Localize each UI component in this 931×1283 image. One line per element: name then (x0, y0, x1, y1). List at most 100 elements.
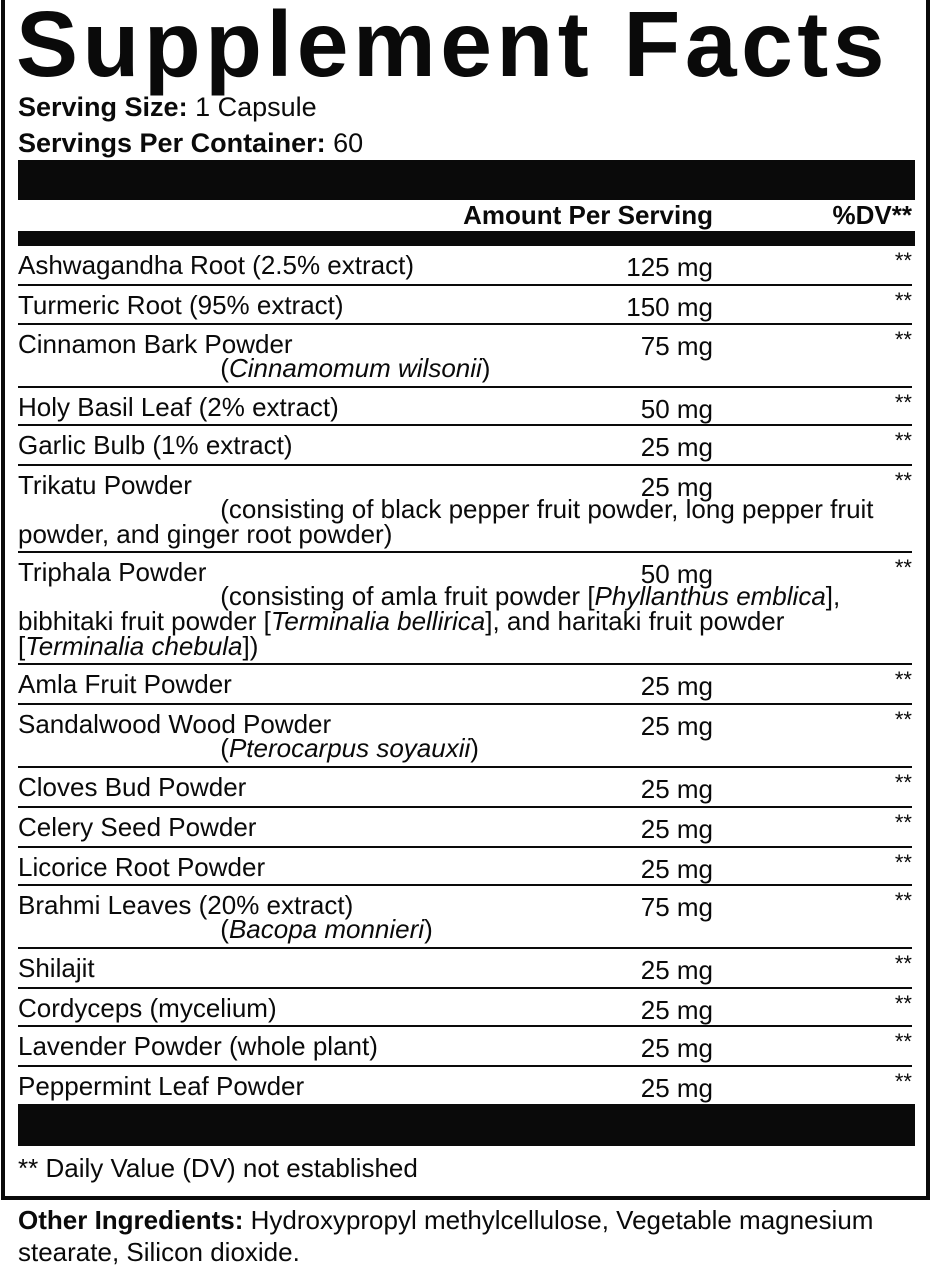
ingredient-detail: (Pterocarpus soyauxii) (18, 733, 908, 763)
ingredient-name: Sandalwood Wood Powder (18, 709, 332, 739)
ingredient-amount: 75 mg (640, 892, 713, 922)
ingredient-name: Cloves Bud Powder (18, 772, 247, 802)
serving-size: Serving Size: 1 Capsule (18, 92, 317, 122)
serving-size-label: Serving Size: (18, 92, 188, 122)
ingredient-row: Triphala Powder 50 mg ** (consisting of am… (18, 553, 912, 665)
detail-text: ], and haritaki fruit powder [ (18, 606, 792, 661)
ingredient-dv: ** (894, 850, 912, 875)
ingredient-amount: 75 mg (640, 331, 713, 361)
ingredient-detail: (Cinnamomum wilsonii) (18, 353, 908, 383)
detail-text: ) (470, 733, 479, 763)
ingredient-row: Lavender Powder (whole plant) 25 mg ** (18, 1027, 912, 1067)
ingredient-row: Garlic Bulb (1% extract) 25 mg ** (18, 426, 912, 466)
detail-text: (consisting of amla fruit powder [ (18, 581, 595, 611)
ingredient-row: Sandalwood Wood Powder 25 mg ** (Pterocarp… (18, 705, 912, 768)
serving-size-value: 1 Capsule (187, 92, 317, 122)
ingredient-amount: 25 mg (640, 955, 713, 985)
detail-text: ) (424, 914, 433, 944)
other-ingredients-value: Hydroxypropyl methylcellulose, Vegetable… (18, 1205, 874, 1267)
ingredient-row: Licorice Root Powder 25 mg ** (18, 848, 912, 886)
detail-text: ) (481, 353, 491, 383)
ingredient-dv: ** (894, 888, 912, 913)
ingredient-name: Garlic Bulb (1% extract) (18, 430, 293, 460)
ingredient-dv: ** (894, 327, 912, 352)
ingredient-amount: 150 mg (626, 292, 713, 322)
ingredient-row: Ashwagandha Root (2.5% extract) 125 mg ** (18, 246, 912, 286)
ingredient-name: Triphala Powder (18, 557, 207, 587)
footnote: ** Daily Value (DV) not established (18, 1153, 418, 1183)
ingredient-amount: 25 mg (640, 671, 713, 701)
ingredient-row: Cloves Bud Powder 25 mg ** (18, 768, 912, 808)
botanical-name: Bacopa monnieri (228, 914, 425, 944)
ingredient-name: Cinnamon Bark Powder (18, 329, 293, 359)
ingredient-amount: 25 mg (640, 1033, 713, 1063)
ingredient-dv: ** (894, 770, 912, 795)
ingredient-dv: ** (894, 707, 912, 732)
ingredient-amount: 25 mg (640, 1073, 713, 1103)
ingredient-row: Brahmi Leaves (20% extract) 75 mg ** (Baco… (18, 886, 912, 949)
ingredient-name: Turmeric Root (95% extract) (18, 290, 344, 320)
ingredient-dv: ** (894, 555, 912, 580)
ingredient-row: Holy Basil Leaf (2% extract) 50 mg ** (18, 388, 912, 426)
ingredient-name: Celery Seed Powder (18, 812, 257, 842)
ingredient-amount: 25 mg (640, 472, 713, 502)
ingredient-dv: ** (894, 428, 912, 453)
ingredient-row: Turmeric Root (95% extract) 150 mg ** (18, 286, 912, 325)
ingredient-row: Amla Fruit Powder 25 mg ** (18, 665, 912, 705)
ingredient-dv: ** (894, 810, 912, 835)
ingredient-amount: 25 mg (640, 814, 713, 844)
ingredient-name: Licorice Root Powder (18, 852, 266, 882)
ingredient-dv: ** (894, 1069, 912, 1094)
amount-per-serving-header: Amount Per Serving (463, 200, 713, 230)
ingredient-dv: ** (894, 1029, 912, 1054)
detail-text: ( (18, 733, 229, 763)
ingredient-row: Celery Seed Powder 25 mg ** (18, 808, 912, 848)
ingredient-name: Ashwagandha Root (2.5% extract) (18, 250, 414, 280)
detail-text: ( (18, 353, 229, 383)
botanical-name: Phyllanthus emblica (594, 581, 826, 611)
column-header: Amount Per Serving %DV** (18, 200, 912, 230)
ingredient-detail: (consisting of black pepper fruit powder… (18, 496, 908, 547)
ingredient-name: Amla Fruit Powder (18, 669, 232, 699)
ingredient-amount: 25 mg (640, 774, 713, 804)
dv-header: %DV** (832, 200, 912, 230)
ingredient-amount: 125 mg (626, 252, 713, 282)
header-divider-bar (18, 231, 915, 246)
ingredient-table: Ashwagandha Root (2.5% extract) 125 mg ** T… (18, 246, 912, 1104)
ingredient-row: Cordyceps (mycelium) 25 mg ** (18, 989, 912, 1027)
detail-text: ( (18, 914, 229, 944)
ingredient-amount: 25 mg (640, 432, 713, 462)
ingredient-amount: 25 mg (640, 995, 713, 1025)
ingredient-row: Peppermint Leaf Powder 25 mg ** (18, 1067, 912, 1104)
ingredient-name: Peppermint Leaf Powder (18, 1071, 305, 1101)
ingredient-row: Cinnamon Bark Powder 75 mg ** (Cinnamomum … (18, 325, 912, 388)
ingredient-detail: (Bacopa monnieri) (18, 914, 908, 944)
ingredient-name: Cordyceps (mycelium) (18, 993, 277, 1023)
botanical-name: Terminalia chebula (25, 631, 243, 661)
other-ingredients: Other Ingredients: Hydroxypropyl methylc… (18, 1204, 918, 1268)
ingredient-dv: ** (894, 390, 912, 415)
ingredient-name: Trikatu Powder (18, 470, 192, 500)
thick-divider-bar (18, 160, 915, 200)
detail-text: ], bibhitaki fruit powder [ (18, 581, 848, 636)
botanical-name: Terminalia bellirica (270, 606, 486, 636)
ingredient-dv: ** (894, 288, 912, 313)
ingredient-amount: 25 mg (640, 854, 713, 884)
ingredient-dv: ** (894, 951, 912, 976)
botanical-name: Cinnamomum wilsonii (228, 353, 482, 383)
ingredient-amount: 50 mg (640, 559, 713, 589)
ingredient-row: Shilajit 25 mg ** (18, 949, 912, 989)
detail-text: ]) (242, 631, 259, 661)
ingredient-name: Holy Basil Leaf (2% extract) (18, 392, 339, 422)
ingredient-dv: ** (894, 667, 912, 692)
ingredient-amount: 25 mg (640, 711, 713, 741)
ingredient-dv: ** (894, 991, 912, 1016)
ingredient-dv: ** (894, 468, 912, 493)
other-ingredients-label: Other Ingredients: (18, 1205, 244, 1235)
panel-title: Supplement Facts (16, 0, 889, 96)
ingredient-detail: (consisting of amla fruit powder [Phylla… (18, 581, 908, 661)
botanical-name: Pterocarpus soyauxii (228, 733, 471, 763)
ingredient-amount: 50 mg (640, 394, 713, 424)
ingredient-name: Shilajit (18, 953, 95, 983)
servings-per-container-value: 60 (325, 128, 364, 158)
